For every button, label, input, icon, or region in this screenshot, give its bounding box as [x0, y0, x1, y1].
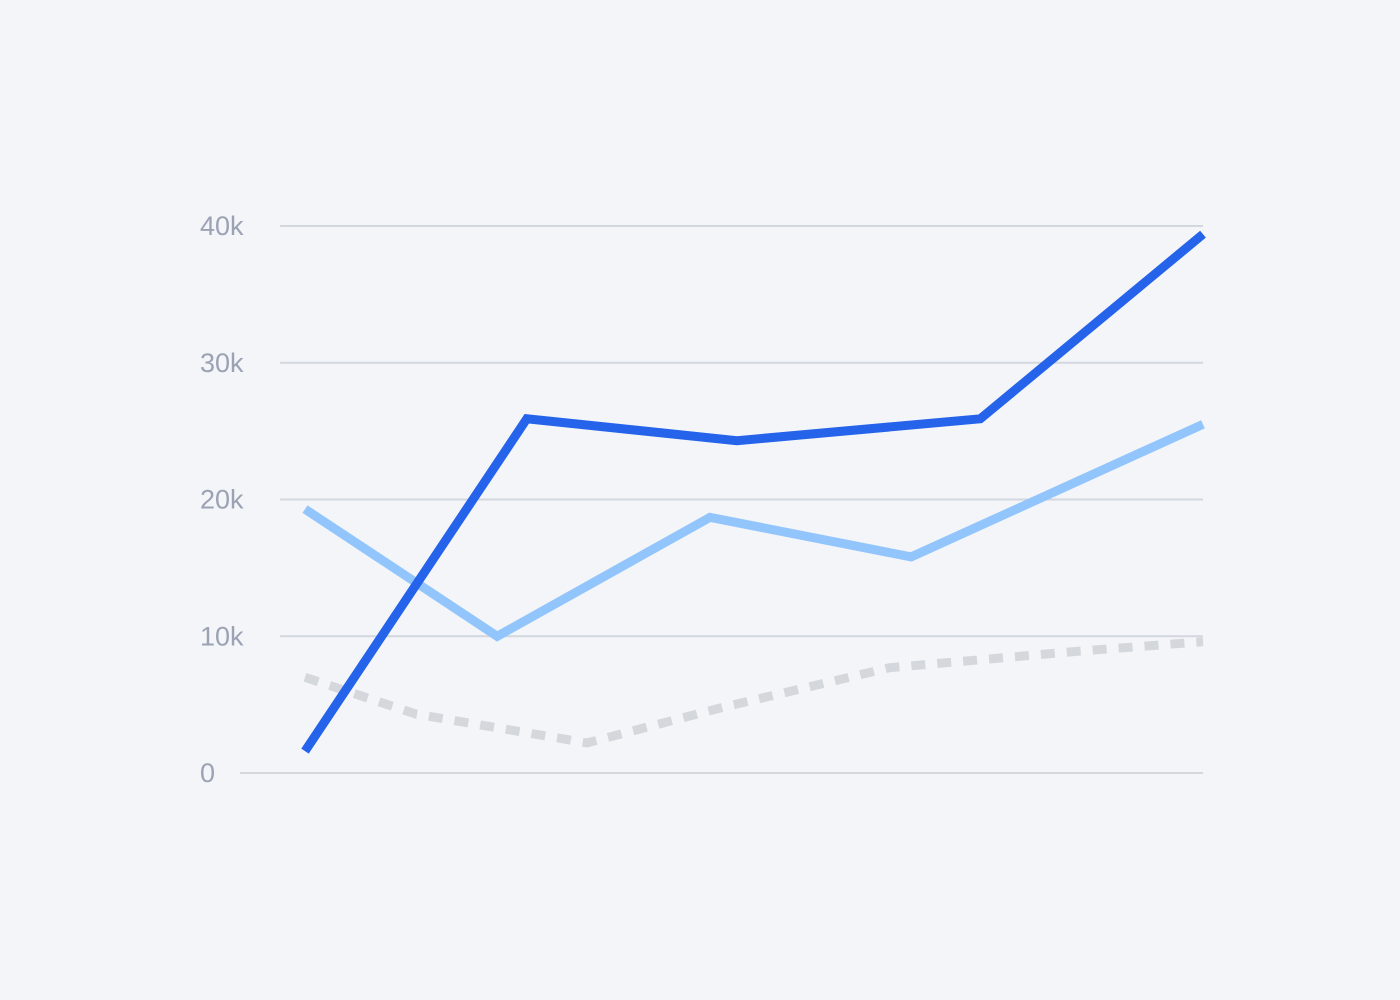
series-line-1: [302, 420, 1205, 642]
series-line-2: [303, 637, 1204, 748]
y-tick-label: 0: [200, 758, 215, 788]
grid-layer: [240, 225, 1203, 774]
y-tick-label: 20k: [200, 485, 244, 515]
y-tick-label: 30k: [200, 348, 244, 378]
y-tick-label: 40k: [200, 211, 244, 241]
y-tick-label: 10k: [200, 621, 244, 651]
series-layer: [301, 230, 1206, 754]
y-axis-labels: 0 10k 20k 30k 40k: [200, 211, 244, 788]
series-line-0: [301, 230, 1206, 754]
